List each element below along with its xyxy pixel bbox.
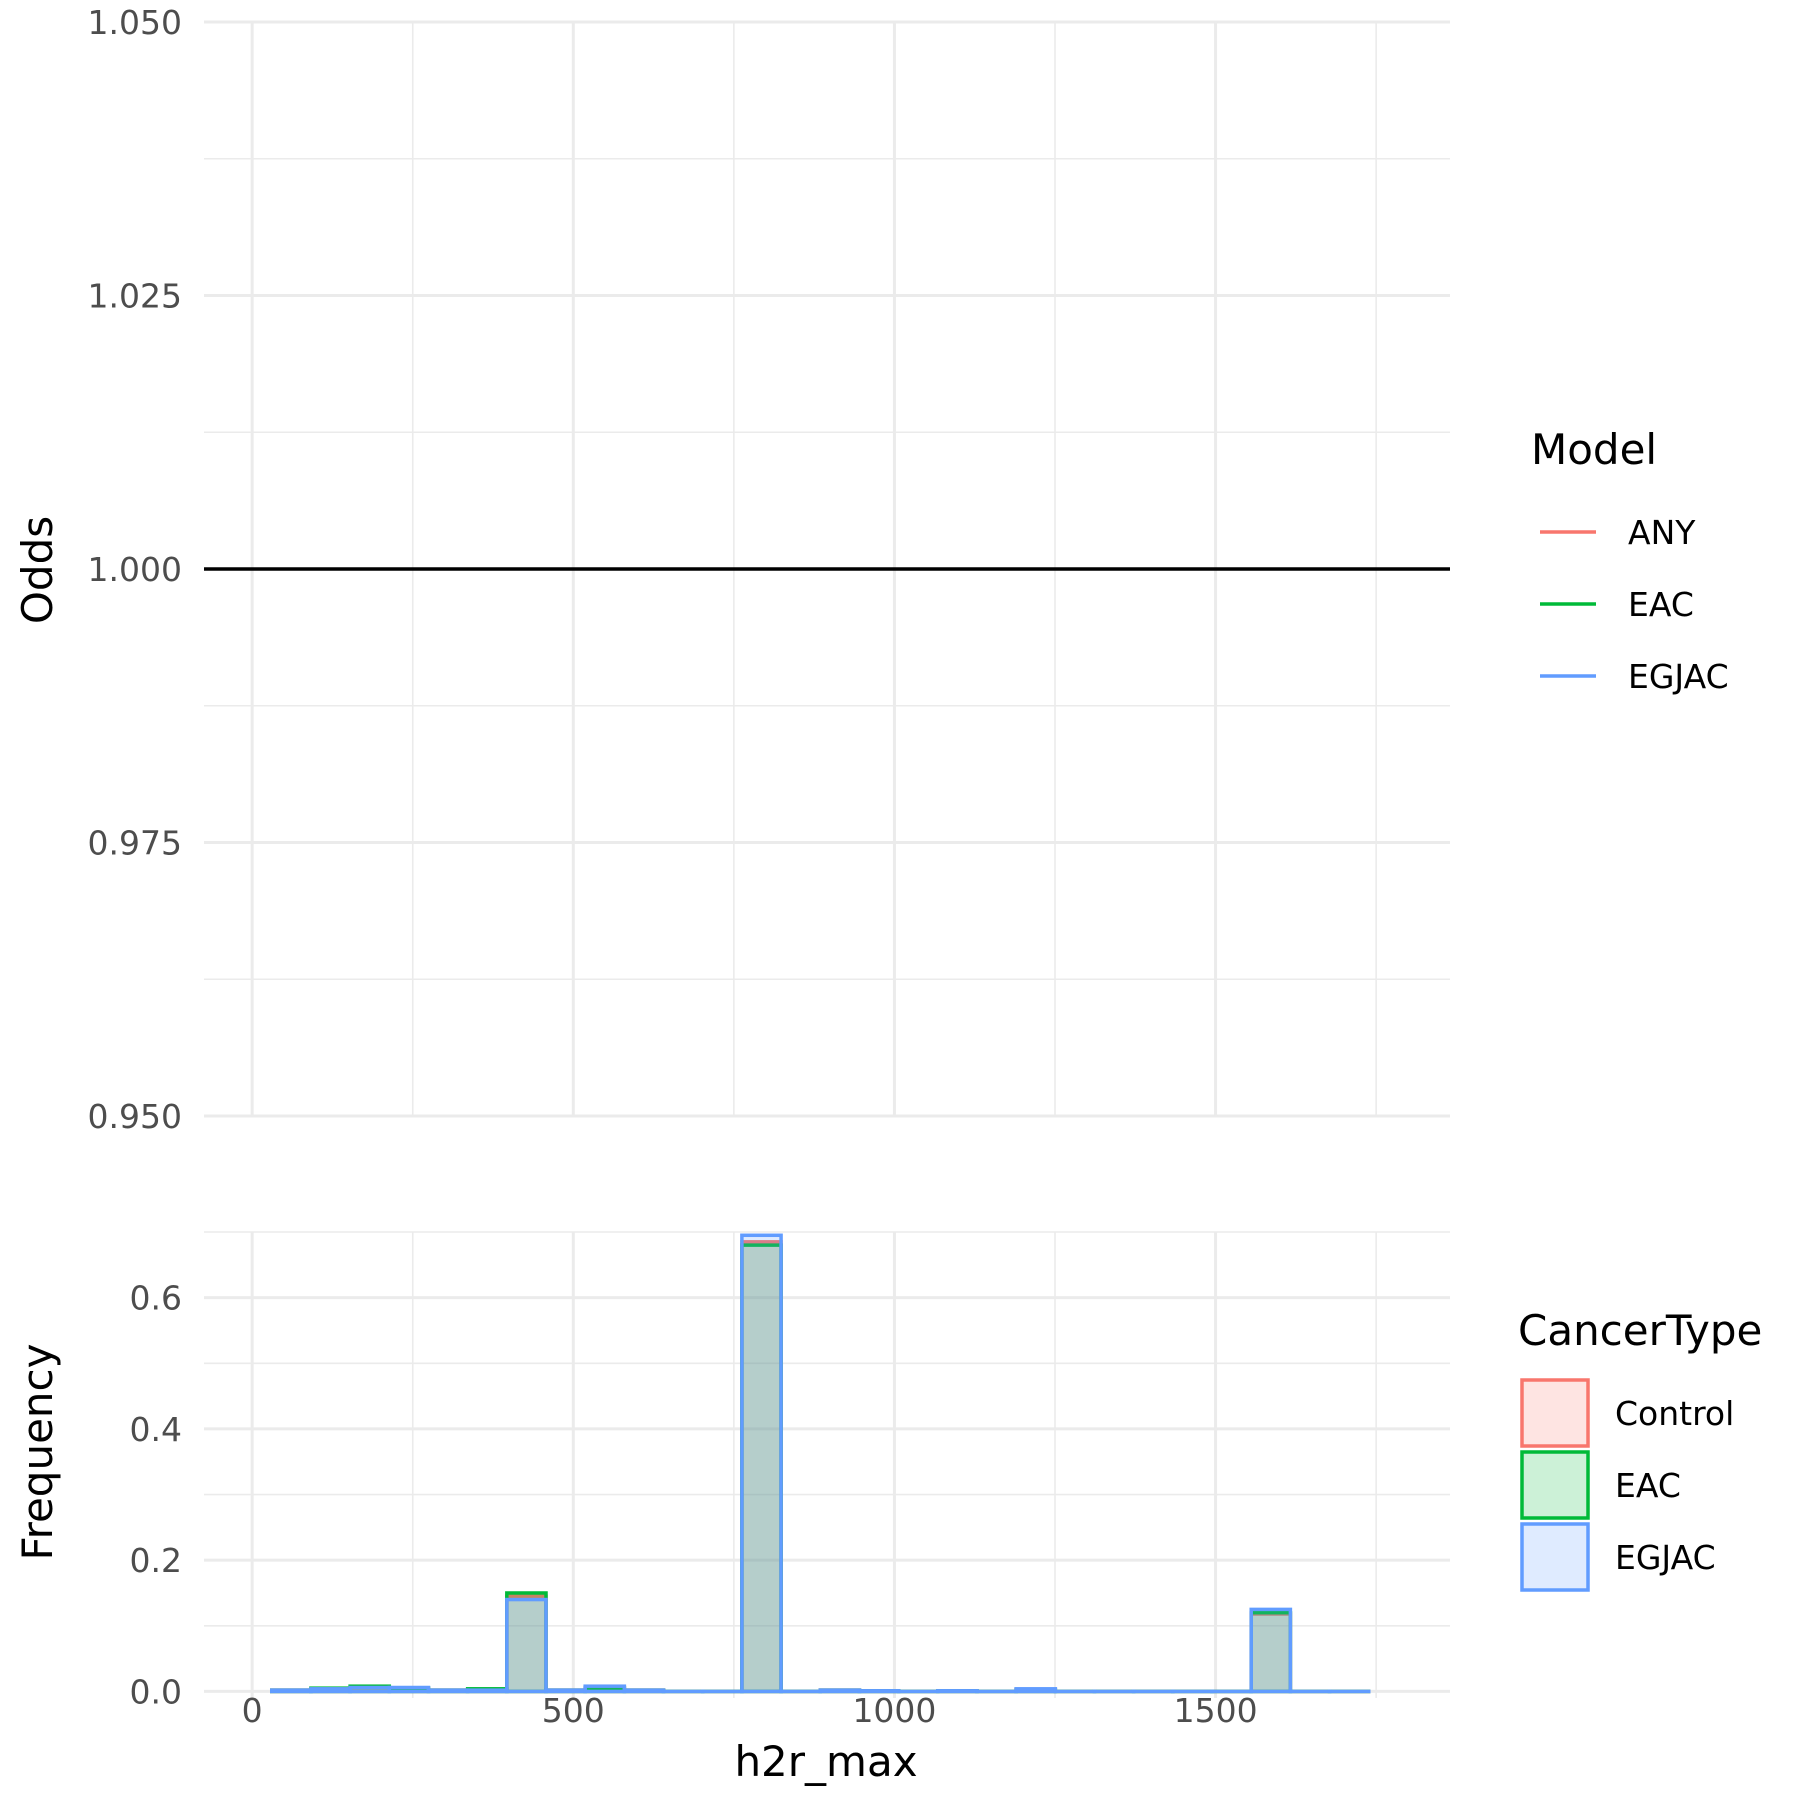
histogram-series-eac (270, 1243, 1371, 1694)
frequency-y-tick-label: 0.0 (130, 1672, 182, 1711)
odds-y-tick-label: 1.025 (88, 277, 182, 316)
cancertype-legend-label-egjac: EGJAC (1615, 1538, 1716, 1577)
frequency-x-tick-labels: 0 500 1000 1500 (242, 1691, 1258, 1730)
histogram-bar (622, 1688, 666, 1694)
odds-y-tick-labels: 0.950 0.975 1.000 1.025 1.050 (88, 3, 182, 1136)
histogram-bar (348, 1685, 392, 1694)
frequency-y-tick-label: 0.4 (130, 1410, 182, 1449)
cancertype-legend-label-eac: EAC (1615, 1466, 1681, 1505)
cancertype-legend-key-eac (1520, 1450, 1590, 1520)
histogram-bar (740, 1233, 783, 1694)
model-legend-entries: ANY EAC EGJAC (1540, 513, 1729, 696)
histogram-bar (1014, 1687, 1058, 1694)
histogram-bar (505, 1597, 548, 1694)
histogram-bar (1249, 1607, 1293, 1694)
odds-y-tick-label: 1.000 (88, 550, 182, 589)
model-legend-label-egjac: EGJAC (1628, 657, 1729, 696)
odds-panel: 0.950 0.975 1.000 1.025 1.050 Odds (13, 3, 1450, 1136)
histogram-bar (387, 1685, 431, 1694)
histogram-bar (740, 1240, 783, 1694)
odds-y-tick-label: 0.975 (88, 824, 182, 863)
frequency-panel: 0.0 0.2 0.4 0.6 0 500 1000 1500 Frequency h2r_… (13, 1231, 1450, 1786)
cancertype-legend-label-control: Control (1615, 1394, 1734, 1433)
odds-y-tick-label: 0.950 (88, 1097, 182, 1136)
frequency-y-tick-label: 0.6 (130, 1279, 182, 1318)
model-legend-title: Model (1531, 425, 1657, 474)
histogram-bar (465, 1688, 509, 1694)
odds-y-axis-title: Odds (13, 516, 62, 624)
frequency-histogram-bars (270, 1233, 1371, 1694)
histogram-bar (309, 1687, 352, 1694)
cancertype-legend: CancerType Control EAC EGJAC (1518, 1306, 1762, 1592)
frequency-y-axis-title: Frequency (13, 1344, 62, 1561)
frequency-x-tick-label: 0 (242, 1691, 263, 1730)
frequency-x-tick-label: 1000 (852, 1691, 936, 1730)
frequency-y-tick-labels: 0.0 0.2 0.4 0.6 (130, 1279, 182, 1712)
cancertype-legend-key-control (1520, 1378, 1590, 1448)
histogram-series-egjac (270, 1233, 1371, 1694)
model-legend: Model ANY EAC EGJAC (1531, 425, 1729, 696)
cancertype-legend-key-egjac (1520, 1522, 1590, 1592)
frequency-x-tick-label: 500 (542, 1691, 605, 1730)
histogram-series-control (270, 1240, 1371, 1694)
frequency-x-axis-title: h2r_max (734, 1737, 917, 1786)
histogram-bar (426, 1688, 470, 1694)
cancertype-legend-entries: Control EAC EGJAC (1520, 1378, 1734, 1592)
histogram-bar (936, 1689, 979, 1694)
histogram-bar (740, 1243, 783, 1694)
frequency-y-tick-label: 0.2 (130, 1541, 182, 1580)
cancertype-legend-title: CancerType (1518, 1306, 1762, 1355)
histogram-bar (270, 1688, 313, 1694)
frequency-x-tick-label: 1500 (1174, 1691, 1258, 1730)
odds-y-tick-label: 1.050 (88, 3, 182, 42)
model-legend-label-any: ANY (1628, 513, 1696, 552)
model-legend-label-eac: EAC (1628, 585, 1694, 624)
